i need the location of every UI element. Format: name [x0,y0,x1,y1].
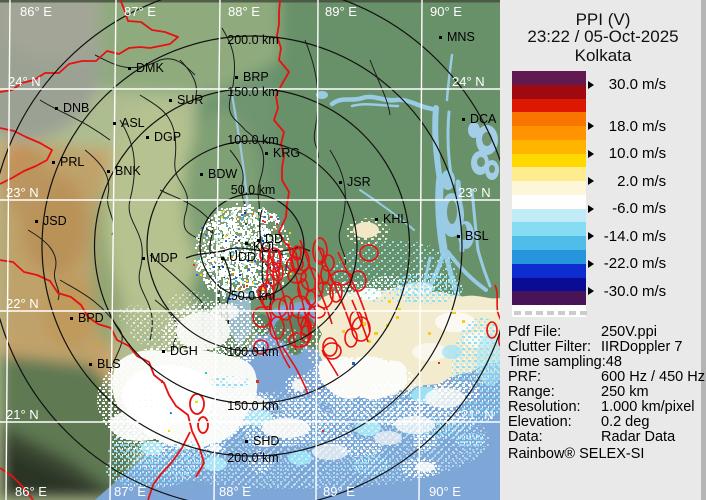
svg-text:BNK: BNK [115,164,141,178]
svg-text:90° E: 90° E [430,4,462,19]
svg-text:100.0 km: 100.0 km [227,345,278,359]
svg-text:87° E: 87° E [124,4,156,19]
svg-text:KHL: KHL [383,212,407,226]
svg-text:SHD: SHD [253,434,279,448]
svg-text:86° E: 86° E [15,484,47,499]
svg-text:22° N: 22° N [6,296,39,311]
svg-text:DCA: DCA [470,112,497,126]
svg-text:SUR: SUR [177,93,203,107]
svg-text:21° N: 21° N [6,407,39,422]
svg-text:ASL: ASL [121,116,145,130]
svg-text:BPD: BPD [78,311,104,325]
svg-text:24° N: 24° N [452,74,485,89]
svg-text:UDD: UDD [229,250,256,264]
svg-text:BSL: BSL [465,229,489,243]
svg-text:PRL: PRL [60,155,84,169]
svg-text:DGH: DGH [170,344,198,358]
svg-text:MNS: MNS [447,30,475,44]
svg-text:DD: DD [265,232,283,246]
svg-text:KRG: KRG [273,146,300,160]
svg-text:89° E: 89° E [325,4,357,19]
svg-text:JSR: JSR [347,175,371,189]
svg-text:MDP: MDP [150,251,178,265]
svg-text:200.0 km: 200.0 km [227,451,278,465]
svg-text:50.0 km: 50.0 km [231,289,275,303]
svg-text:BDW: BDW [208,167,237,181]
svg-text:87° E: 87° E [114,484,146,499]
svg-text:KOL: KOL [253,240,278,254]
svg-text:JSD: JSD [43,214,67,228]
svg-text:BRP: BRP [243,70,269,84]
svg-text:24° N: 24° N [8,74,41,89]
svg-text:88° E: 88° E [228,4,260,19]
svg-text:23° N: 23° N [6,185,39,200]
svg-text:88° E: 88° E [219,484,251,499]
svg-text:DMK: DMK [136,61,164,75]
svg-text:23° N: 23° N [458,185,491,200]
svg-text:86° E: 86° E [20,4,52,19]
svg-text:89° E: 89° E [323,484,355,499]
svg-text:150.0 km: 150.0 km [227,399,278,413]
svg-text:150.0 km: 150.0 km [227,85,278,99]
svg-text:200.0 km: 200.0 km [227,33,278,47]
svg-text:BLS: BLS [97,357,121,371]
svg-text:21° N: 21° N [461,407,494,422]
svg-text:DNB: DNB [63,101,89,115]
svg-text:100.0 km: 100.0 km [227,133,278,147]
svg-text:90° E: 90° E [429,484,461,499]
svg-text:DGP: DGP [154,130,181,144]
svg-text:50.0 km: 50.0 km [231,183,275,197]
